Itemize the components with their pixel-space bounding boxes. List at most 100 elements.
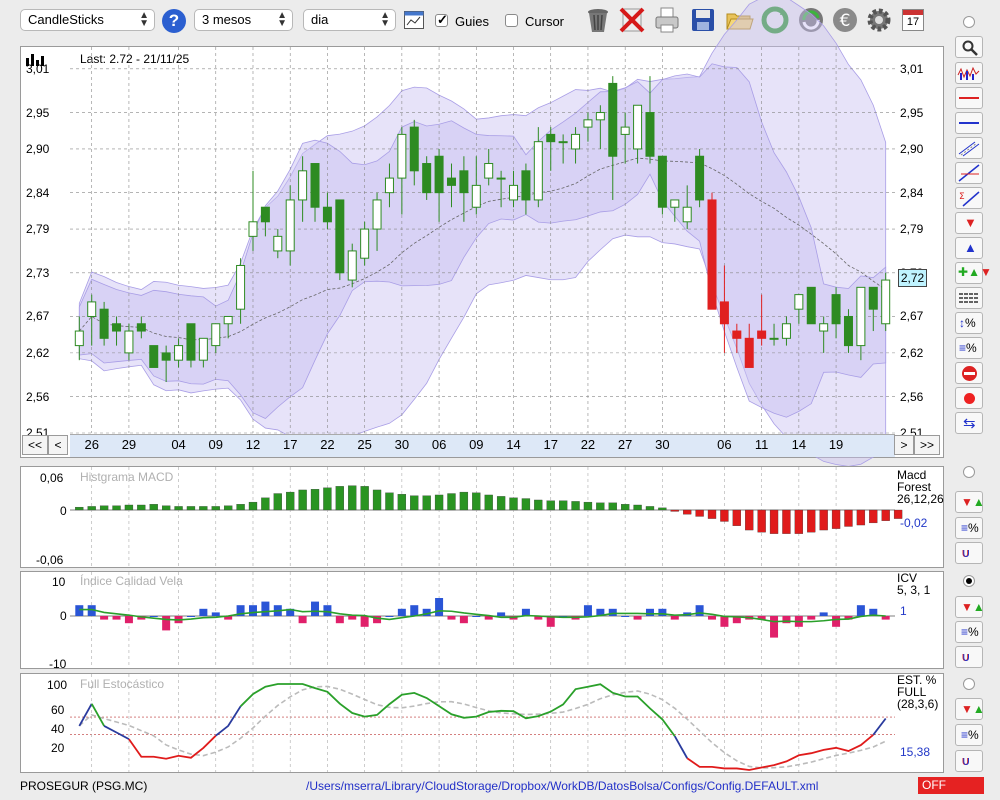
candle-body[interactable] — [260, 206, 270, 223]
crossover-button[interactable]: ∪∪ — [955, 750, 983, 772]
candle-body[interactable] — [769, 337, 779, 340]
radio-macd-panel[interactable] — [963, 466, 975, 478]
candle-body[interactable] — [310, 163, 320, 208]
fibonacci-tool[interactable]: Σ — [955, 187, 983, 209]
candle-body[interactable] — [273, 235, 283, 252]
candle-body[interactable] — [149, 345, 159, 368]
price-chart[interactable] — [70, 0, 895, 467]
candle-body[interactable] — [484, 163, 494, 179]
interval-select[interactable]: dia ▲ ▼ — [303, 9, 396, 31]
candle-body[interactable] — [719, 301, 729, 325]
candle-body[interactable] — [248, 221, 258, 237]
candle-body[interactable] — [608, 82, 618, 157]
zoom-tool-button[interactable] — [955, 36, 983, 58]
chart-settings-icon[interactable] — [404, 11, 424, 29]
candle-body[interactable] — [670, 199, 680, 208]
crossover-button[interactable]: ∪∪ — [955, 646, 983, 668]
candle-body[interactable] — [223, 315, 233, 325]
help-icon[interactable]: ? — [162, 9, 186, 33]
candle-body[interactable] — [707, 199, 717, 310]
chart-style-button[interactable] — [955, 62, 983, 84]
candle-body[interactable] — [112, 323, 122, 332]
candle-body[interactable] — [161, 352, 171, 361]
macd-chart[interactable] — [70, 467, 903, 567]
delete-icon[interactable] — [617, 5, 647, 35]
candle-body[interactable] — [422, 163, 432, 194]
candle-body[interactable] — [695, 155, 705, 201]
candle-body[interactable] — [372, 199, 382, 230]
candle-body[interactable] — [806, 286, 816, 325]
off-status-badge[interactable]: OFF — [918, 777, 984, 794]
candle-body[interactable] — [521, 170, 531, 201]
blue-hline-tool[interactable] — [955, 112, 983, 134]
candle-body[interactable] — [174, 345, 184, 361]
guides-checkbox[interactable]: ✓ — [435, 12, 448, 27]
red-hline-tool[interactable] — [955, 87, 983, 109]
calendar-icon[interactable]: 17 — [902, 9, 924, 31]
channel-tool[interactable] — [955, 137, 983, 159]
nav-last-button[interactable]: >> — [914, 435, 940, 455]
refresh-icon[interactable] — [760, 5, 790, 35]
candle-body[interactable] — [595, 112, 605, 121]
candle-body[interactable] — [819, 323, 829, 332]
icv-chart[interactable] — [70, 572, 895, 668]
candle-body[interactable] — [496, 177, 506, 180]
candle-body[interactable] — [571, 133, 581, 150]
radio-icv-panel[interactable] — [963, 575, 975, 587]
candle-body[interactable] — [558, 141, 568, 144]
percent-lines-tool[interactable]: ≡% — [955, 337, 983, 359]
candle-body[interactable] — [211, 323, 221, 347]
cursor-checkbox[interactable] — [505, 14, 518, 27]
candle-body[interactable] — [732, 330, 742, 339]
candle-body[interactable] — [583, 119, 593, 128]
grid-lines-tool[interactable] — [955, 287, 983, 309]
signals-tool[interactable]: ✚▲▼ — [955, 262, 992, 284]
candle-body[interactable] — [682, 206, 692, 223]
candle-body[interactable] — [471, 184, 481, 208]
candle-body[interactable] — [459, 170, 469, 194]
stoch-chart[interactable] — [70, 674, 895, 772]
arrow-down-tool[interactable]: ▼ — [955, 212, 983, 234]
radio-main-chart[interactable] — [963, 16, 975, 28]
candle-body[interactable] — [87, 301, 97, 317]
candle-body[interactable] — [347, 250, 357, 281]
candle-body[interactable] — [409, 126, 419, 172]
candle-body[interactable] — [509, 184, 519, 201]
candle-body[interactable] — [99, 308, 109, 339]
candle-body[interactable] — [831, 294, 841, 325]
percent-lines-button[interactable]: ≡% — [955, 517, 983, 539]
arrow-up-tool[interactable]: ▲ — [955, 237, 983, 259]
candle-body[interactable] — [446, 177, 456, 186]
signal-arrows-button[interactable]: ▼▲ — [955, 596, 985, 618]
percent-range-tool[interactable]: ↕% — [955, 312, 983, 334]
crossover-button[interactable]: ∪∪ — [955, 542, 983, 564]
save-icon[interactable] — [688, 5, 718, 35]
candle-body[interactable] — [136, 323, 146, 332]
signal-arrows-button[interactable]: ▼▲ — [955, 491, 985, 513]
candle-body[interactable] — [384, 177, 394, 194]
candle-body[interactable] — [397, 133, 407, 179]
percent-lines-button[interactable]: ≡% — [955, 724, 983, 746]
nav-prev-button[interactable]: < — [48, 435, 68, 455]
candle-body[interactable] — [757, 330, 767, 339]
currency-icon[interactable]: € — [830, 5, 860, 35]
candle-body[interactable] — [186, 323, 196, 361]
candle-body[interactable] — [657, 155, 667, 208]
period-select[interactable]: 3 mesos ▲ ▼ — [194, 9, 293, 31]
trendline-tool[interactable] — [955, 162, 983, 184]
candle-body[interactable] — [360, 228, 370, 259]
config-path-link[interactable]: /Users/mserra/Library/CloudStorage/Dropb… — [306, 779, 819, 793]
candle-body[interactable] — [434, 155, 444, 194]
candle-body[interactable] — [881, 279, 891, 325]
candle-body[interactable] — [236, 264, 246, 310]
candle-body[interactable] — [620, 126, 630, 135]
trash-icon[interactable] — [583, 5, 613, 35]
chart-type-select[interactable]: CandleSticks ▲ ▼ — [20, 9, 155, 31]
record-button[interactable] — [955, 387, 983, 409]
candle-body[interactable] — [124, 330, 134, 354]
nav-next-button[interactable]: > — [894, 435, 914, 455]
candle-body[interactable] — [868, 286, 878, 310]
candle-body[interactable] — [781, 323, 791, 339]
candle-body[interactable] — [633, 104, 643, 150]
candle-body[interactable] — [856, 286, 866, 347]
